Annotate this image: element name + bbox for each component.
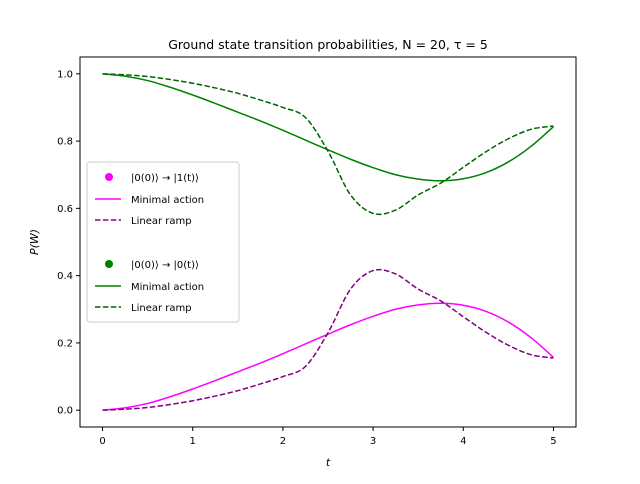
legend-marker	[105, 260, 113, 268]
y-tick-label: 1.0	[57, 69, 73, 80]
x-tick-label: 5	[550, 436, 556, 447]
x-tick-label: 2	[280, 436, 286, 447]
series-darkgreen-linear-ramp-line	[102, 73, 554, 216]
y-tick-label: 0.4	[57, 271, 73, 282]
chart-title: Ground state transition probabilities, N…	[168, 37, 488, 52]
legend: |0(0)⟩ → |1(t)⟩ Minimal action Linear ramp…	[86, 161, 240, 323]
legend-box	[86, 161, 240, 323]
legend-entry-label: Linear ramp	[131, 303, 192, 314]
legend-entry-label: Linear ramp	[131, 216, 192, 227]
series-layer	[102, 73, 554, 411]
legend-entry-label: Minimal action	[131, 282, 204, 293]
plot-frame	[79, 56, 577, 428]
y-tick-label: 0.2	[57, 338, 73, 349]
x-tick-label: 0	[99, 436, 105, 447]
x-axis: 0 1 2 3 4 5	[99, 427, 557, 447]
x-axis-label: t	[326, 456, 331, 469]
x-tick-label: 3	[370, 436, 376, 447]
legend-entry-label: Minimal action	[131, 195, 204, 206]
y-axis: 0.0 0.2 0.4 0.6 0.8 1.0	[57, 69, 80, 417]
legend-group-header: |0(0)⟩ → |0(t)⟩	[131, 260, 199, 271]
y-axis-label: P(W)	[28, 229, 41, 255]
x-tick-label: 1	[190, 436, 196, 447]
y-tick-label: 0.6	[57, 204, 73, 215]
x-tick-label: 4	[460, 436, 466, 447]
legend-marker	[105, 173, 113, 181]
y-tick-label: 0.8	[57, 137, 73, 148]
legend-group-header: |0(0)⟩ → |1(t)⟩	[131, 173, 199, 184]
series-purple-linear-ramp-line	[102, 268, 554, 411]
y-tick-label: 0.0	[57, 406, 73, 417]
